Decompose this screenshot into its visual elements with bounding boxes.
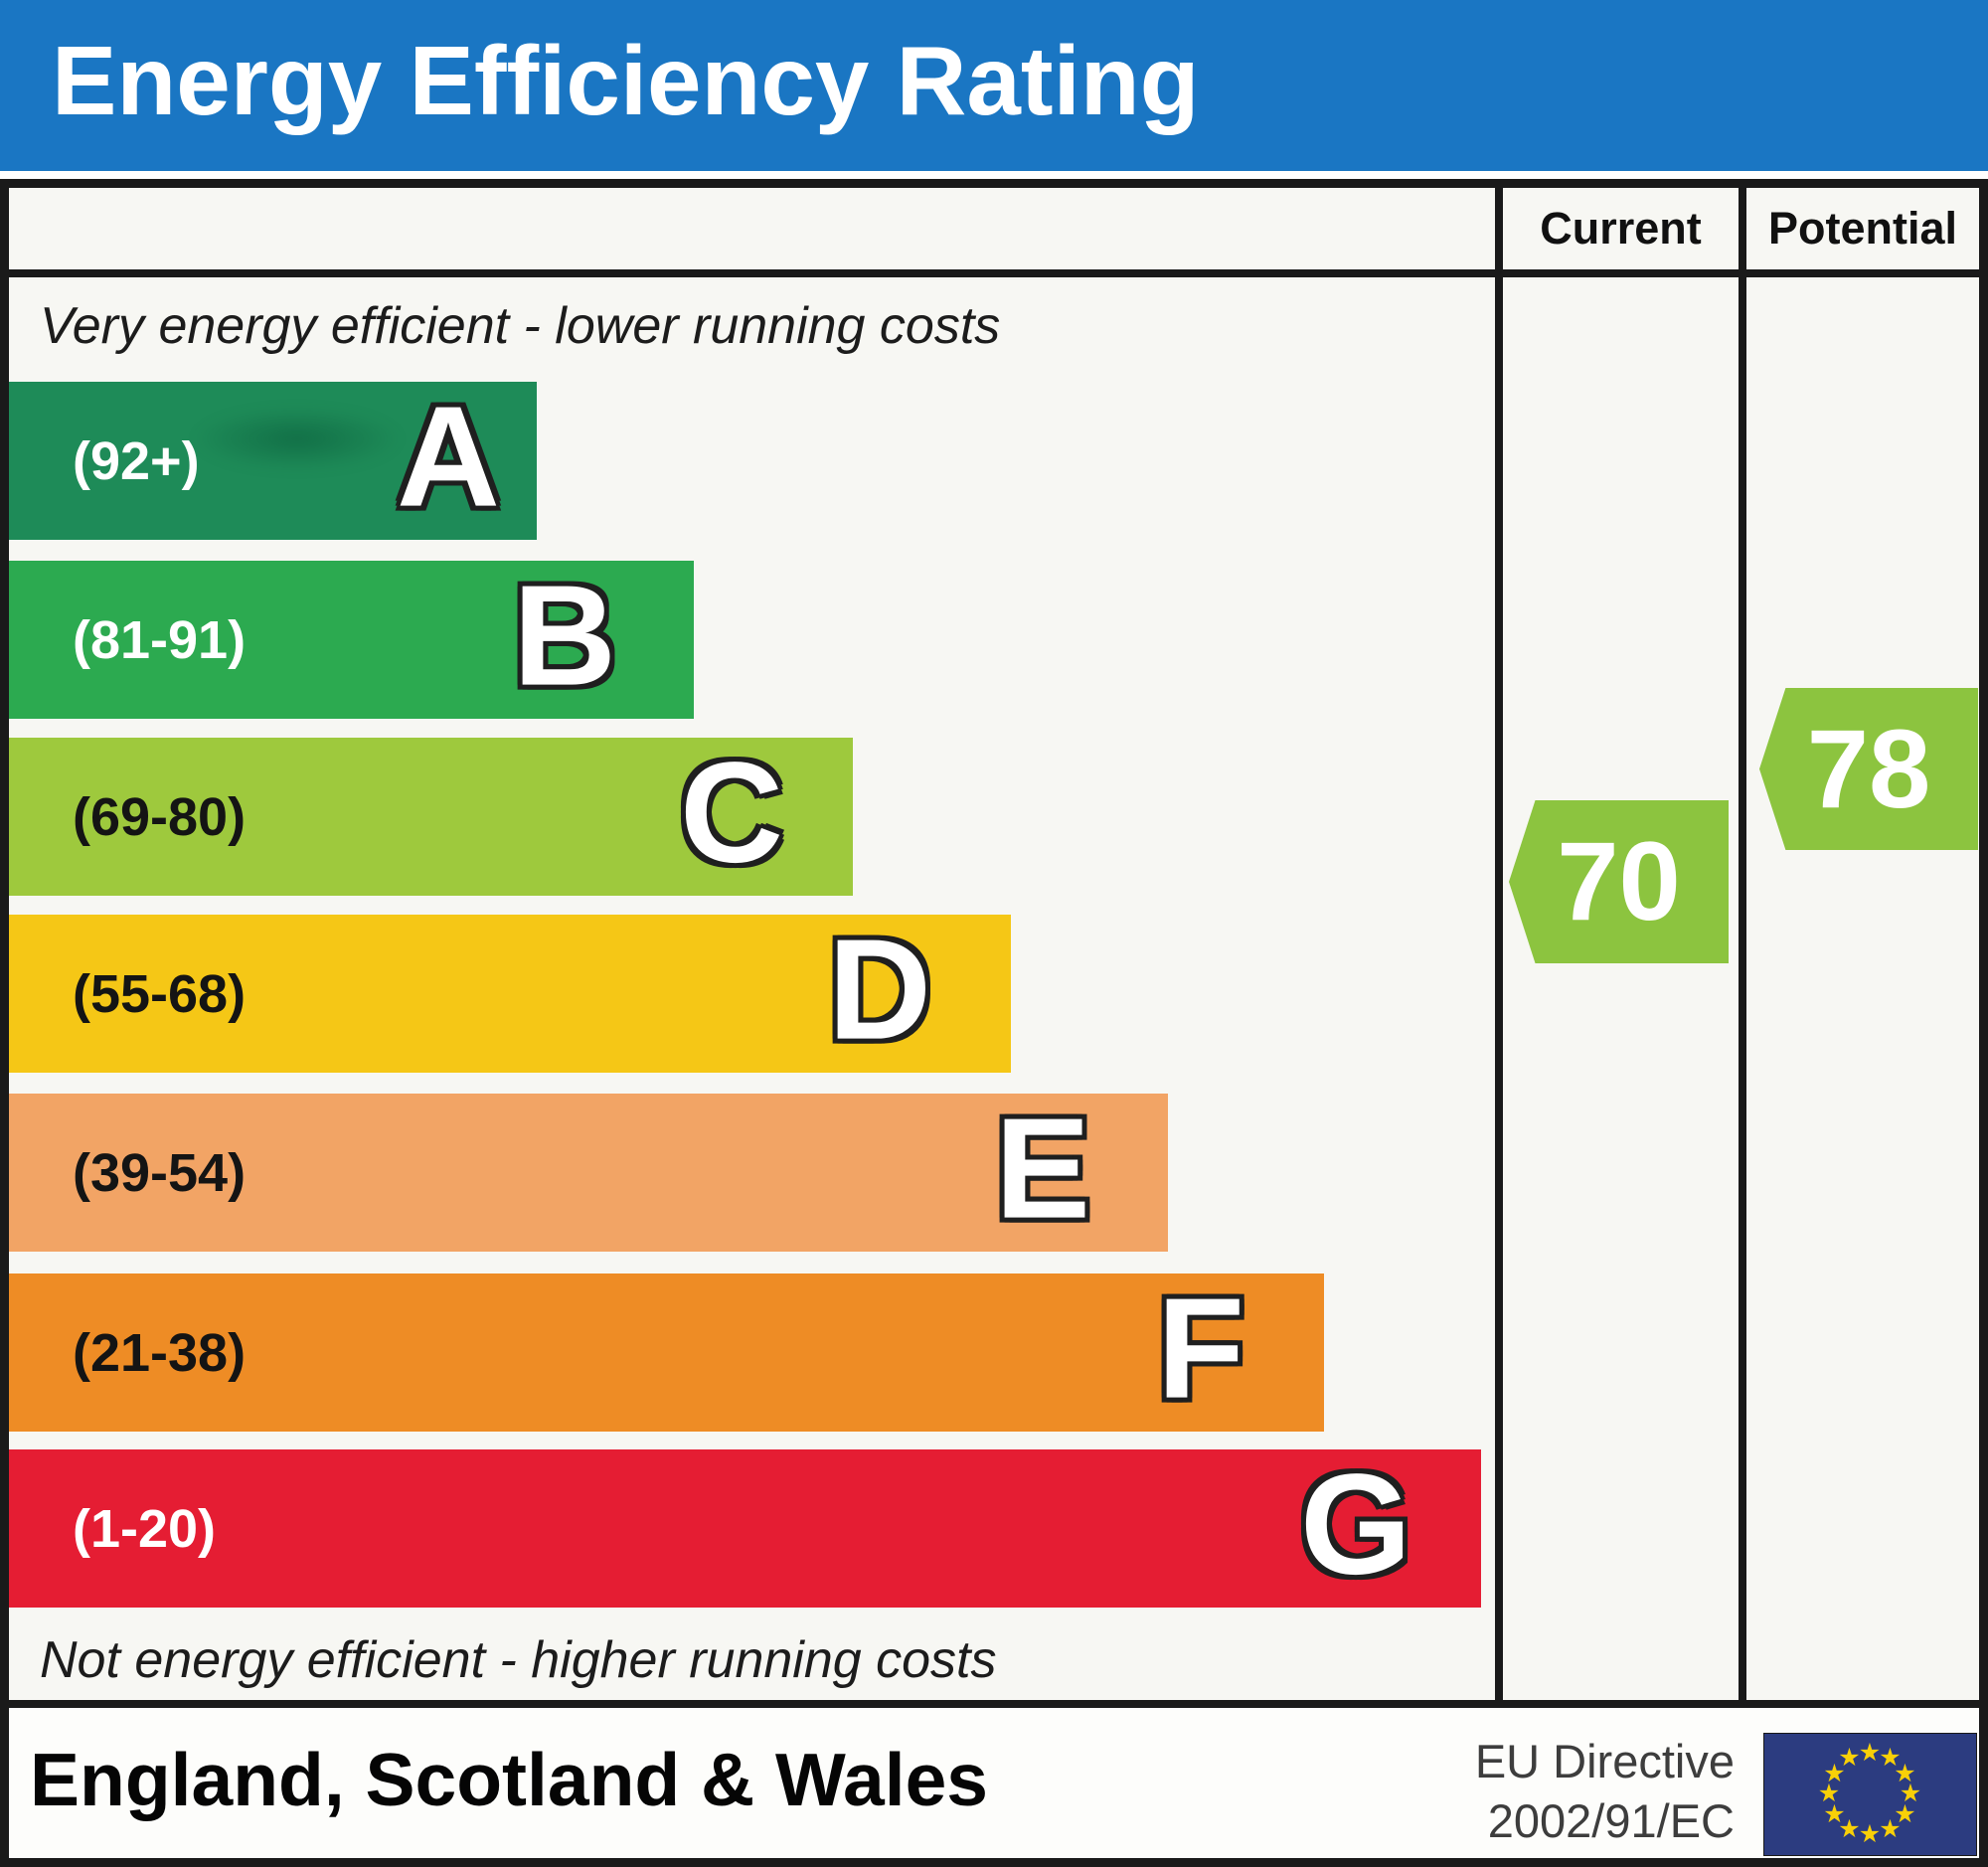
footer-background [9, 1708, 1979, 1858]
band-row-d: (55-68) D [9, 915, 1011, 1073]
band-row-g: (1-20) G [9, 1449, 1481, 1608]
column-header-current: Current [1540, 203, 1702, 254]
eu-flag-star: ★ [1899, 1780, 1922, 1807]
eu-directive-line1: EU Directive [1474, 1735, 1735, 1787]
band-range-g: (1-20) [73, 1498, 217, 1559]
eu-flag-star: ★ [1879, 1814, 1902, 1843]
band-range-f: (21-38) [73, 1322, 247, 1383]
band-letter-c: C [680, 732, 783, 893]
eu-flag-star: ★ [1894, 1799, 1916, 1828]
band-letter-e: E [994, 1088, 1090, 1249]
potential-column-divider [1739, 188, 1746, 1708]
body-bottom-line [9, 1700, 1979, 1708]
eu-flag-star: ★ [1823, 1799, 1846, 1828]
band-row-e: (39-54) E [9, 1094, 1168, 1252]
header-divider-line [9, 269, 1979, 277]
eu-flag-star: ★ [1838, 1744, 1861, 1773]
band-letter-b: B [513, 555, 616, 716]
band-letter-d: D [828, 909, 931, 1070]
band-letter-f: F [1157, 1268, 1244, 1429]
table-border [0, 179, 1988, 1867]
eu-flag-star: ★ [1823, 1759, 1846, 1787]
caption-very-efficient: Very energy efficient - lower running co… [40, 297, 1001, 355]
band-row-c: (69-80) C [9, 738, 853, 896]
band-a-watermark [158, 397, 436, 481]
band-row-b: (81-91) B [9, 561, 694, 719]
caption-not-efficient: Not energy efficient - higher running co… [40, 1631, 997, 1689]
band-range-b: (81-91) [73, 609, 247, 670]
current-column-divider [1495, 188, 1503, 1708]
eu-flag-star: ★ [1817, 1780, 1841, 1807]
band-row-f: (21-38) F [9, 1273, 1324, 1432]
band-range-e: (39-54) [73, 1142, 247, 1203]
eu-flag-star: ★ [1858, 1739, 1882, 1767]
band-letter-g: G [1299, 1443, 1411, 1605]
current-rating-marker: 70 [1509, 800, 1729, 963]
eu-flag-star: ★ [1879, 1744, 1902, 1773]
eu-flag-star: ★ [1894, 1759, 1916, 1787]
title-bar: Energy Efficiency Rating [0, 0, 1988, 171]
page-title: Energy Efficiency Rating [52, 26, 1200, 135]
eu-flag-icon: ★ ★ ★ ★ ★ ★ ★ ★ ★ ★ ★ ★ [1763, 1733, 1977, 1856]
band-range-a: (92+) [73, 430, 200, 491]
eu-directive-line2: 2002/91/EC [1487, 1794, 1735, 1847]
eu-directive-label: EU Directive 2002/91/EC [1392, 1732, 1735, 1851]
eu-flag-star: ★ [1838, 1814, 1861, 1843]
band-row-a: (92+) A [9, 382, 537, 540]
band-range-c: (69-80) [73, 786, 247, 847]
eu-flag-star: ★ [1858, 1820, 1882, 1848]
footer-region-label: England, Scotland & Wales [30, 1738, 989, 1821]
band-letter-a: A [397, 376, 500, 537]
band-range-d: (55-68) [73, 963, 247, 1024]
potential-rating-marker: 78 [1759, 688, 1978, 850]
column-header-potential: Potential [1767, 203, 1958, 254]
